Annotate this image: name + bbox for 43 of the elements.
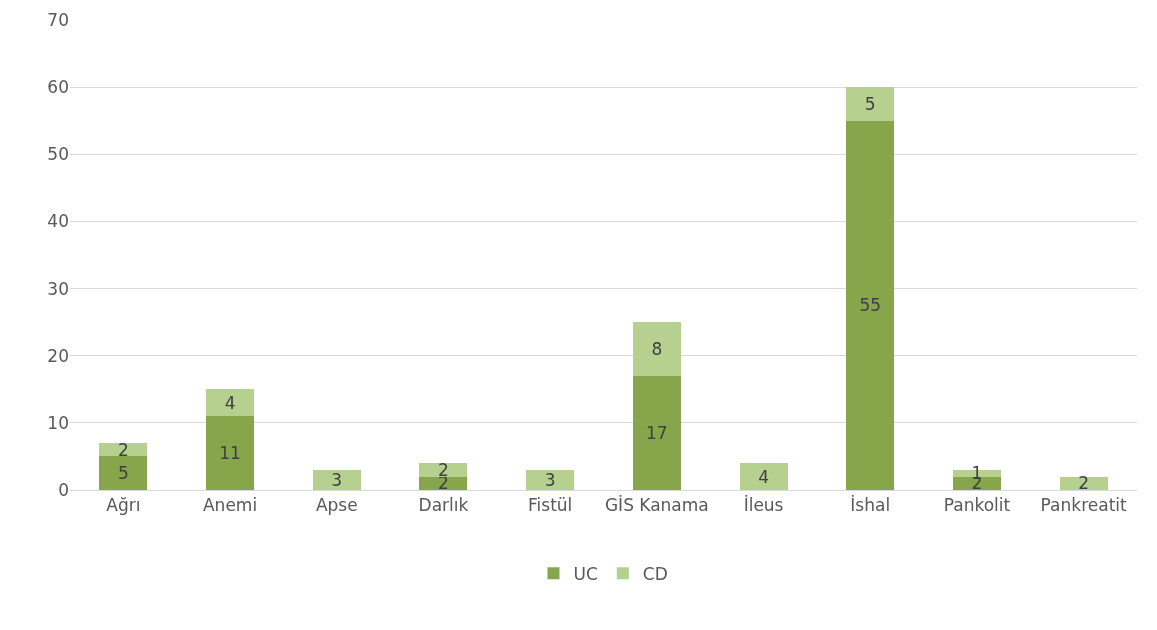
data-label: 2 (1078, 473, 1090, 494)
data-label: 11 (219, 443, 241, 464)
x-tick-label: İshal (850, 495, 891, 516)
bar (419, 463, 468, 477)
y-tick-label: 70 (47, 9, 69, 30)
data-label: 2 (117, 439, 129, 460)
y-tick-label: 30 (47, 278, 69, 299)
x-tick-label: Pankolit (943, 495, 1011, 516)
data-label: 3 (544, 469, 556, 490)
x-tick-label: Ağrı (106, 495, 141, 516)
y-tick-label: 40 (47, 211, 69, 232)
x-tick-label: Pankreatit (1040, 495, 1128, 516)
y-tick-label: 0 (58, 479, 69, 500)
data-label: 17 (646, 422, 668, 443)
y-tick-label: 50 (47, 144, 69, 165)
data-label: 3 (331, 469, 343, 490)
data-label: 55 (859, 295, 882, 316)
y-tick-label: 10 (47, 412, 69, 433)
bar (632, 375, 681, 490)
bar (206, 389, 255, 417)
bar (632, 322, 681, 376)
data-label: 8 (651, 339, 663, 359)
bar (739, 463, 788, 490)
data-label: 4 (224, 392, 236, 413)
bar (99, 456, 148, 490)
data-label: 4 (758, 466, 769, 487)
bar (312, 469, 361, 490)
x-tick-label: Darlık (418, 495, 469, 516)
y-tick-label: 60 (47, 77, 69, 98)
bar (846, 120, 895, 490)
legend-label: CD (642, 563, 668, 584)
bar (846, 87, 895, 121)
x-tick-label: İleus (743, 495, 784, 516)
x-tick-label: Anemi (202, 495, 258, 516)
data-label: 5 (864, 93, 876, 114)
y-tick-label: 20 (47, 345, 69, 366)
legend-label: UC (573, 563, 598, 584)
x-tick-label: Fistül (528, 495, 573, 516)
x-tick-label: Apse (315, 495, 358, 516)
bar (526, 469, 575, 490)
bar (206, 416, 255, 490)
data-label: 5 (117, 463, 129, 484)
x-tick-label: GİS Kanama (604, 495, 709, 516)
